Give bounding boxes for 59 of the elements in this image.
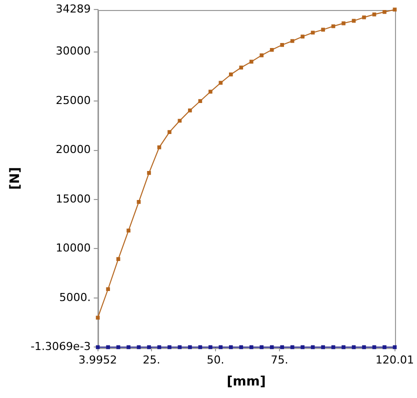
point [208,345,212,350]
y-axis-title: [N] [8,167,24,190]
x-tick-label: 120.01 [376,354,414,367]
point [249,60,254,64]
point [126,228,130,232]
point [249,345,254,350]
point [280,345,284,350]
point [321,28,325,32]
x-axis-title: [mm] [226,374,266,390]
y-tick-label: 25000 [56,94,91,107]
x-tick-label: 75. [270,354,288,367]
point [290,39,294,43]
y-tick-label: -1.3069e-3 [30,340,91,354]
point [188,108,192,112]
point [106,287,110,292]
point [300,34,304,38]
point [382,10,386,14]
y-tick-label: 10000 [56,242,91,255]
y-tick-label: 20000 [56,143,91,156]
point [342,345,346,350]
point [116,257,120,261]
point [168,345,172,350]
point [321,345,325,350]
y-tick-label: 30000 [56,44,91,58]
point [310,30,315,35]
point [270,345,274,350]
point [147,171,151,175]
x-tick-label: 50. [206,354,224,367]
point [147,345,151,350]
point [198,99,202,103]
point [218,80,223,85]
point [290,345,294,350]
point [260,345,264,350]
point [208,90,212,94]
point [260,53,264,58]
point [300,345,304,350]
point [168,130,172,134]
point [280,43,284,47]
point [228,345,233,350]
point [372,12,376,16]
y-tick-label: 5000. [59,290,91,304]
point [392,8,397,12]
point [342,21,346,26]
point [239,345,244,350]
point [228,72,233,76]
point [136,200,141,204]
point [382,345,386,350]
y-tick-label: 34289 [56,2,91,16]
point [362,345,366,350]
point [188,345,192,350]
point [126,345,130,350]
point [362,15,366,20]
x-tick-label: 25. [142,354,160,367]
y-tick-label: 15000 [56,192,91,206]
point [106,345,110,350]
point [239,66,244,70]
x-tick-label: 3.9952 [78,354,118,367]
point [96,316,100,320]
point [270,48,274,52]
